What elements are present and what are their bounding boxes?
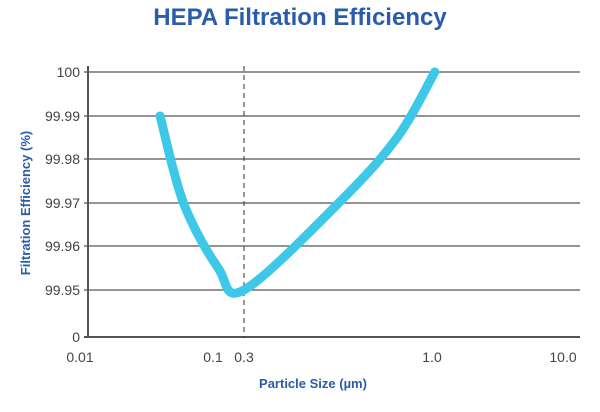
efficiency-curve bbox=[155, 67, 440, 298]
x-tick-label: 10.0 bbox=[549, 349, 576, 365]
x-tick-label: 0.01 bbox=[66, 349, 93, 365]
y-axis-label: Filtration Efficiency (%) bbox=[18, 131, 33, 275]
x-tick-label: 0.1 bbox=[203, 349, 223, 365]
x-axis-label: Particle Size (µm) bbox=[259, 376, 367, 391]
y-tick-label: 100 bbox=[57, 64, 81, 80]
y-tick-label: 99.96 bbox=[45, 238, 80, 254]
y-tick-label: 99.98 bbox=[45, 151, 80, 167]
y-tick-label: 99.99 bbox=[45, 108, 80, 124]
y-tick-label: 99.95 bbox=[45, 282, 80, 298]
x-tick-label: 1.0 bbox=[422, 349, 442, 365]
x-tick-label: 0.3 bbox=[234, 349, 254, 365]
y-tick-label: 0 bbox=[72, 329, 80, 345]
y-tick-label: 99.97 bbox=[45, 195, 80, 211]
chart-title: HEPA Filtration Efficiency bbox=[153, 4, 447, 31]
